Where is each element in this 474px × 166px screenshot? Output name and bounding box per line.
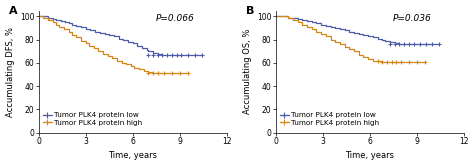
Y-axis label: Accumulating OS, %: Accumulating OS, % <box>243 29 252 114</box>
Legend: Tumor PLK4 protein low, Tumor PLK4 protein high: Tumor PLK4 protein low, Tumor PLK4 prote… <box>42 111 143 127</box>
X-axis label: Time, years: Time, years <box>345 151 394 161</box>
Legend: Tumor PLK4 protein low, Tumor PLK4 protein high: Tumor PLK4 protein low, Tumor PLK4 prote… <box>279 111 380 127</box>
Text: A: A <box>9 6 18 16</box>
Text: B: B <box>246 6 254 16</box>
Text: P=0.066: P=0.066 <box>155 14 194 23</box>
Y-axis label: Accumulating DFS, %: Accumulating DFS, % <box>6 27 15 117</box>
X-axis label: Time, years: Time, years <box>108 151 157 161</box>
Text: P=0.036: P=0.036 <box>392 14 431 23</box>
